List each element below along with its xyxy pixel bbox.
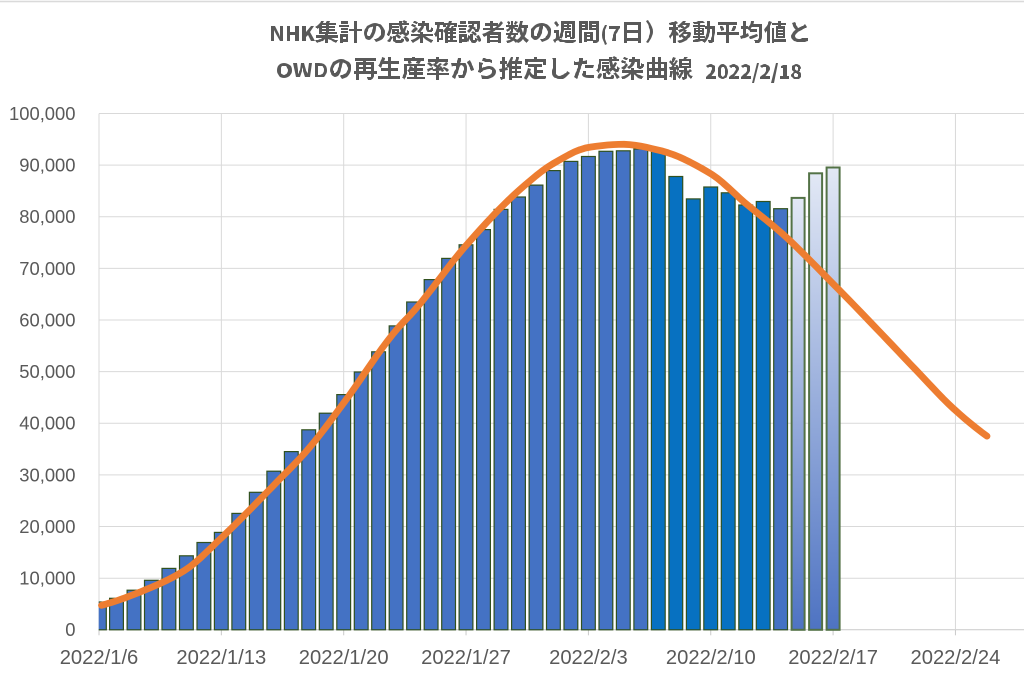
svg-text:50,000: 50,000 <box>19 361 75 382</box>
svg-text:2022/2/10: 2022/2/10 <box>666 647 756 669</box>
svg-text:2022/1/6: 2022/1/6 <box>60 647 139 669</box>
svg-text:10,000: 10,000 <box>19 568 75 589</box>
svg-text:2022/2/3: 2022/2/3 <box>549 647 628 669</box>
svg-text:2022/2/24: 2022/2/24 <box>910 647 1000 669</box>
svg-text:2022/1/13: 2022/1/13 <box>176 647 266 669</box>
svg-text:30,000: 30,000 <box>19 464 75 485</box>
svg-text:20,000: 20,000 <box>19 516 75 537</box>
svg-text:2022/1/20: 2022/1/20 <box>299 647 389 669</box>
svg-text:80,000: 80,000 <box>19 206 75 227</box>
svg-text:70,000: 70,000 <box>19 258 75 279</box>
svg-text:2022/1/27: 2022/1/27 <box>421 647 511 669</box>
svg-text:2022/2/17: 2022/2/17 <box>788 647 878 669</box>
svg-text:60,000: 60,000 <box>19 309 75 330</box>
svg-text:0: 0 <box>65 619 75 640</box>
svg-text:100,000: 100,000 <box>9 103 75 124</box>
svg-text:40,000: 40,000 <box>19 413 75 434</box>
svg-text:90,000: 90,000 <box>19 155 75 176</box>
